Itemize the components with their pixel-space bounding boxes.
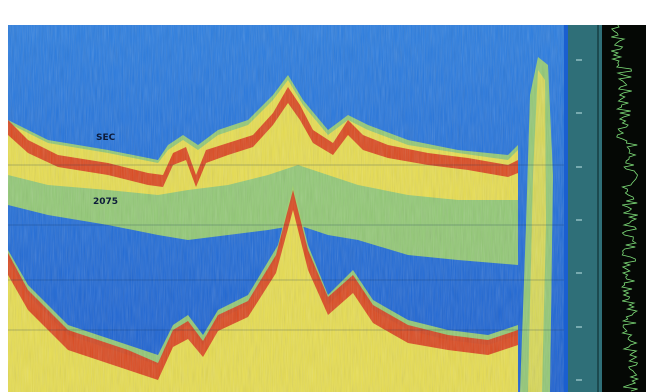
depth-scale-ticks — [576, 25, 599, 392]
overlay-label-top: SEC — [96, 133, 116, 143]
amplitude-trace — [610, 25, 640, 392]
speckle-texture — [8, 25, 564, 392]
echogram — [8, 25, 564, 392]
depth-grid — [8, 164, 564, 331]
depth-scale — [568, 25, 602, 392]
amplitude-trace-panel — [602, 25, 646, 392]
sonar-display: SEC 2075 — [8, 25, 646, 392]
overlay-label-bottom: 2075 — [93, 197, 119, 207]
